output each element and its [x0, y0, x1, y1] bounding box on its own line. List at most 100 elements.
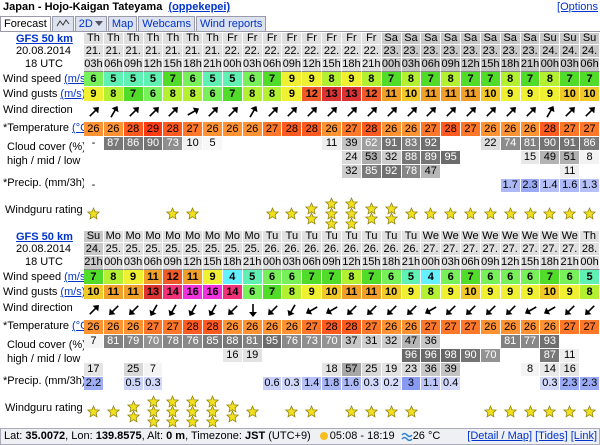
temperature-label: *Temperature (°C) [3, 320, 92, 332]
star [186, 395, 200, 408]
star [146, 405, 160, 418]
rating-stars [563, 207, 577, 220]
tab[interactable]: Wind reports [195, 16, 267, 31]
wind-gusts-cell: 7 [262, 285, 283, 300]
arrow-shape [406, 107, 417, 117]
star [344, 207, 359, 220]
hour-cell: 15h [163, 58, 184, 72]
arrow-shape [287, 304, 297, 317]
cloud-cell [222, 137, 243, 151]
day-cell: Th [103, 33, 124, 45]
unit-link[interactable]: (m/s) [64, 271, 90, 283]
cloud-cell: 8 [580, 151, 600, 165]
wind-gusts-cell: 11 [441, 87, 462, 102]
unit-link[interactable]: (m/s) [60, 286, 86, 298]
cloud-cell: 14 [540, 363, 561, 377]
wind-arrow [565, 305, 576, 315]
date-cell: 23. [441, 45, 462, 58]
precip-cell [322, 179, 342, 193]
model-link[interactable]: GFS 50 km [16, 231, 73, 243]
date-cell: 21. [203, 45, 223, 58]
hour-cell: 09h [282, 58, 303, 72]
arrow-head [168, 309, 176, 317]
rating-stars [166, 207, 180, 220]
cloud-cell: 51 [560, 151, 581, 165]
wind-speed-cell: 8 [361, 72, 382, 87]
star [126, 400, 140, 413]
wind-speed-cell: 8 [103, 270, 124, 285]
temperature-label: *Temperature (°C) [3, 122, 92, 134]
model-link[interactable]: GFS 50 km [16, 33, 73, 45]
footer-link[interactable]: [Detail / Map] [467, 430, 533, 442]
precip-cell [461, 377, 481, 391]
cloud-cell: 81 [242, 335, 263, 349]
arrow-shape [89, 305, 99, 315]
date-cell: 21. [163, 45, 184, 58]
precip-cell [203, 377, 223, 391]
star [364, 202, 378, 215]
date-cell: 23. [480, 45, 501, 58]
temperature-cell: 26 [480, 320, 501, 335]
chart-tab-icon[interactable] [51, 16, 74, 31]
temperature-cell: 27 [143, 320, 164, 335]
date-cell: 22. [282, 45, 303, 58]
cloud-cell: 24 [342, 151, 362, 165]
temperature-cell: 27 [361, 320, 382, 335]
date-cell: 24. [560, 45, 581, 58]
wind-gusts-cell: 10 [560, 87, 581, 102]
temperature-cell: 26 [242, 320, 263, 335]
wind-arrow [505, 107, 516, 117]
temperature-cell: 26 [282, 320, 303, 335]
star [166, 415, 180, 428]
user-link[interactable]: (oppekepei) [168, 1, 231, 13]
footer-link[interactable]: [Link] [570, 430, 597, 442]
wind-speed-cell: 12 [163, 270, 184, 285]
options-link[interactable]: [Options [557, 1, 598, 13]
day-cell: Tu [262, 231, 283, 243]
arrow-head [108, 308, 116, 315]
tab[interactable]: Forecast [0, 16, 51, 31]
day-cell: We [480, 231, 501, 243]
wind-gusts-cell: 8 [580, 285, 600, 300]
hour-cell: 21h [401, 256, 422, 270]
cloud-cell: 87 [103, 137, 124, 151]
hour-cell: 00h [103, 256, 124, 270]
rating-stars [146, 395, 160, 428]
temperature-cell: 26 [84, 320, 104, 335]
hour-cell: 03h [560, 58, 581, 72]
tab[interactable]: 2D [74, 16, 107, 31]
cloud-cell [461, 165, 481, 179]
cloud-cell: 25 [123, 363, 144, 377]
precip-cell: 0.5 [123, 377, 144, 391]
tab[interactable]: Webcams [138, 16, 195, 31]
rating-stars [543, 207, 557, 220]
tab[interactable]: Map [107, 16, 138, 31]
star [384, 405, 398, 418]
star [186, 415, 200, 428]
precip-cell [401, 179, 422, 193]
wind-gusts-cell: 9 [520, 87, 541, 102]
cloud-cell: 92 [421, 137, 442, 151]
wind-speed-cell: 9 [282, 72, 303, 87]
precip-cell: 0.4 [441, 377, 462, 391]
rating-stars [483, 405, 497, 418]
rating-stars [483, 207, 497, 220]
temperature-cell: 26 [520, 320, 541, 335]
date-cell: 21. [84, 45, 104, 58]
rating-stars [126, 400, 140, 423]
footer-link[interactable]: [Tides] [535, 430, 568, 442]
rating-stars [106, 405, 120, 418]
icon [56, 19, 70, 27]
cloud-cell [123, 349, 144, 363]
arrow-head [149, 309, 156, 317]
unit-link[interactable]: (m/s) [64, 73, 90, 85]
wind-gusts-cell: 9 [441, 285, 462, 300]
location-part: , Lon: [65, 430, 96, 442]
arrow-shape [544, 306, 557, 315]
unit-link[interactable]: (m/s) [60, 88, 86, 100]
cloud-cell [500, 349, 521, 363]
hour-cell: 00h [421, 256, 442, 270]
cloud-label: Cloud cover (%) [7, 141, 86, 153]
cloud-cell: 85 [203, 335, 223, 349]
cloud-cell [262, 165, 283, 179]
